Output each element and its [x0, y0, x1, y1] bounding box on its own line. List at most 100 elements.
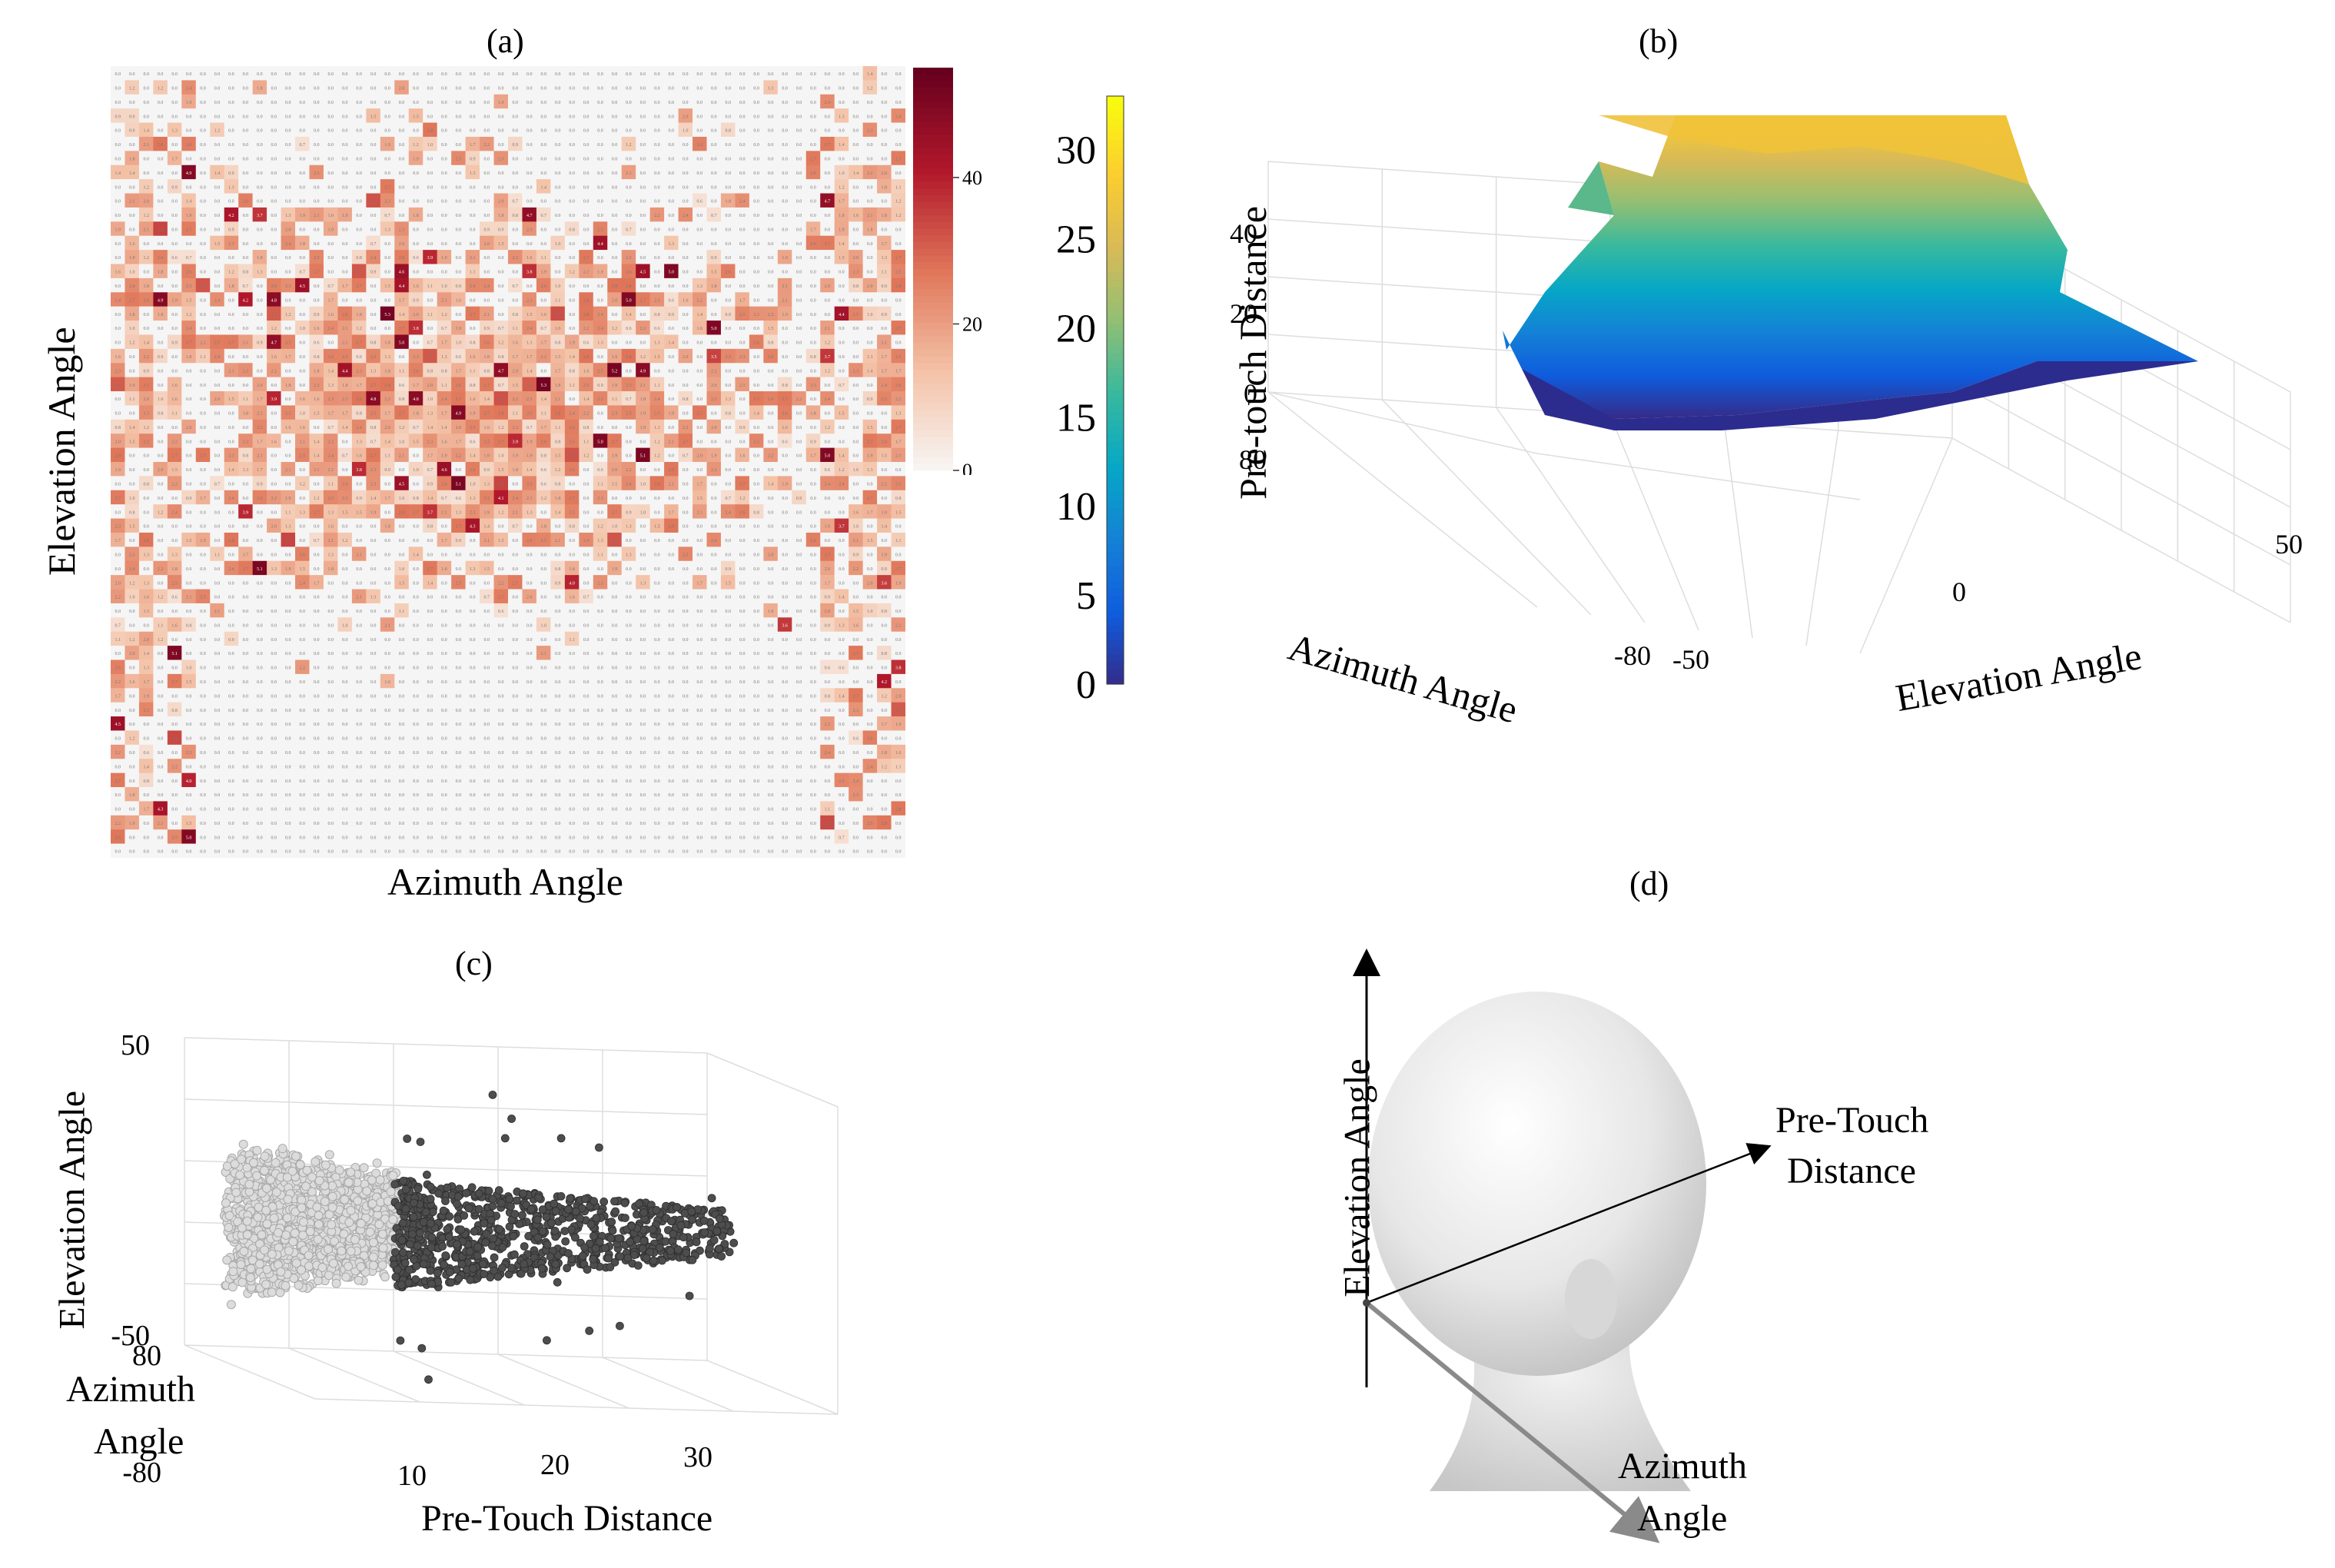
heatmap-cell-value: 0.0 [186, 610, 192, 614]
heatmap-cell-value: 4.7 [271, 341, 277, 346]
heatmap-cell-value: 0.0 [583, 129, 590, 134]
heatmap-cell-value: 0.0 [810, 271, 816, 275]
heatmap-cell-value: 0.0 [413, 200, 419, 204]
heatmap-cell-value: 0.0 [257, 581, 263, 586]
heatmap-cell [749, 66, 764, 81]
heatmap-cell [834, 66, 849, 81]
heatmap-cell-value: 2.3 [342, 497, 348, 501]
heatmap-cell-value: 0.0 [456, 115, 462, 119]
heatmap-cell-value: 0.0 [825, 680, 831, 685]
heatmap-cell-value: 0.0 [526, 242, 533, 247]
heatmap-cell-value: 0.0 [470, 185, 476, 190]
heatmap-cell-value: 0.0 [654, 539, 660, 543]
heatmap-cell-value: 2.2 [300, 666, 306, 671]
heatmap-cell-value: 0.0 [569, 298, 575, 303]
heatmap-cell-value: 0.0 [356, 652, 362, 656]
heatmap-cell-value: 0.0 [654, 242, 660, 247]
heatmap-cell-value: 0.0 [739, 567, 746, 572]
heatmap-cell-value: 0.0 [555, 553, 561, 558]
heatmap-cell-value: 2.1 [300, 440, 306, 444]
heatmap-cell-value: 0.0 [810, 596, 816, 600]
heatmap-cell-value: 0.0 [640, 440, 646, 444]
heatmap-cell-value: 2.7 [867, 440, 873, 444]
heatmap-cell-value: 0.0 [228, 256, 234, 261]
heatmap-cell-value: 0.0 [214, 87, 221, 91]
heatmap-cell-value: 0.0 [867, 553, 873, 558]
heatmap-cell-value: 1.6 [569, 596, 575, 600]
heatmap-cell-value: 0.0 [540, 101, 546, 105]
heatmap-cell-value: 0.0 [370, 610, 377, 614]
heatmap-cell-value: 1.2 [158, 638, 164, 643]
heatmap-cell-value: 0.0 [314, 567, 320, 572]
heatmap-cell-value: 0.0 [796, 101, 802, 105]
heatmap-cell-value: 2.7 [399, 327, 405, 331]
heatmap-cell-value: 0.0 [285, 694, 291, 699]
heatmap-cell-value: 0.0 [597, 638, 603, 643]
heatmap-cell-value: 0.0 [498, 185, 504, 190]
heatmap-cell-value: 0.0 [753, 567, 759, 572]
heatmap-cell-value: 0.0 [526, 101, 533, 105]
heatmap-cell-value: 0.0 [327, 185, 334, 190]
heatmap-cell-value: 0.8 [427, 525, 433, 530]
heatmap-cell-value: 1.8 [327, 567, 334, 572]
heatmap-cell [394, 94, 410, 109]
heatmap-cell-value: 0.0 [399, 355, 405, 360]
heatmap-cell-value: 0.0 [186, 567, 192, 572]
heatmap-cell-value: 1.1 [569, 638, 575, 643]
heatmap-cell-value: 2.6 [725, 271, 731, 275]
heatmap-cell [720, 66, 736, 81]
heatmap-cell-value: 1.3 [654, 341, 660, 346]
heatmap-cell-value: 0.0 [399, 115, 405, 119]
heatmap-cell-value: 1.0 [413, 468, 419, 473]
heatmap-cell-value: 2.3 [654, 298, 660, 303]
heatmap-cell-value: 2.6 [342, 313, 348, 317]
heatmap-cell-value: 0.0 [512, 483, 518, 487]
heatmap-cell-value: 1.1 [243, 397, 249, 402]
heatmap-cell-value: 0.0 [526, 610, 533, 614]
heatmap-cell-value: 1.4 [441, 426, 447, 430]
heatmap-cell [210, 66, 225, 81]
heatmap-cell-value: 0.0 [526, 115, 533, 119]
heatmap-cell-value: 2.0 [512, 369, 518, 374]
heatmap-cell-value: 0.0 [683, 539, 689, 543]
heatmap-cell-value: 0.0 [569, 666, 575, 671]
heatmap-cell-value: 2.4 [327, 327, 334, 331]
heatmap-cell-value: 2.3 [853, 369, 859, 374]
heatmap-cell-value: 0.0 [441, 185, 447, 190]
heatmap-cell-value: 0.0 [569, 256, 575, 261]
heatmap-cell-value: 2.8 [228, 539, 234, 543]
heatmap-cell-value: 0.0 [540, 553, 546, 558]
heatmap-cell-value: 0.0 [214, 185, 221, 190]
heatmap-cell-value: 0.0 [143, 242, 149, 247]
heatmap-cell-value: 1.8 [129, 313, 135, 317]
heatmap-cell-value: 1.4 [327, 369, 334, 374]
heatmap-cell-value: 1.7 [526, 355, 533, 360]
heatmap-cell-value: 1.3 [470, 567, 476, 572]
heatmap-cell-value: 0.0 [129, 143, 135, 148]
heatmap-cell-value: 0.0 [300, 624, 306, 629]
heatmap-cell-value: 1.3 [243, 468, 249, 473]
heatmap-cell-value: 0.0 [555, 652, 561, 656]
heatmap-cell-value: 2.6 [810, 242, 816, 247]
heatmap-cell-value: 0.0 [697, 638, 703, 643]
heatmap-cell-value: 0.0 [285, 624, 291, 629]
heatmap-cell-value: 0.0 [228, 666, 234, 671]
heatmap-cell [508, 66, 523, 81]
heatmap-cell-value: 3.5 [285, 539, 291, 543]
heatmap-cell-value: 2.2 [895, 397, 902, 402]
heatmap-cell [138, 94, 154, 109]
heatmap-cell-value: 2.5 [285, 412, 291, 417]
heatmap-cell-value: 0.0 [739, 101, 746, 105]
heatmap-cell-value: 0.0 [654, 553, 660, 558]
heatmap-cell-value: 3.3 [370, 200, 377, 204]
heatmap-cell-value: 0.6 [314, 341, 320, 346]
heatmap-cell-value: 2.4 [214, 355, 221, 360]
heatmap-cell-value: 0.0 [725, 384, 731, 388]
heatmap-cell-value: 0.0 [399, 596, 405, 600]
heatmap-cell-value: 0.0 [413, 72, 419, 77]
heatmap-cell-value: 2.0 [158, 468, 164, 473]
heatmap-cell-value: 0.0 [782, 638, 788, 643]
heatmap-cell-value: 0.0 [583, 638, 590, 643]
heatmap-cell-value: 0.0 [583, 553, 590, 558]
heatmap-cell-value: 1.9 [711, 454, 717, 459]
